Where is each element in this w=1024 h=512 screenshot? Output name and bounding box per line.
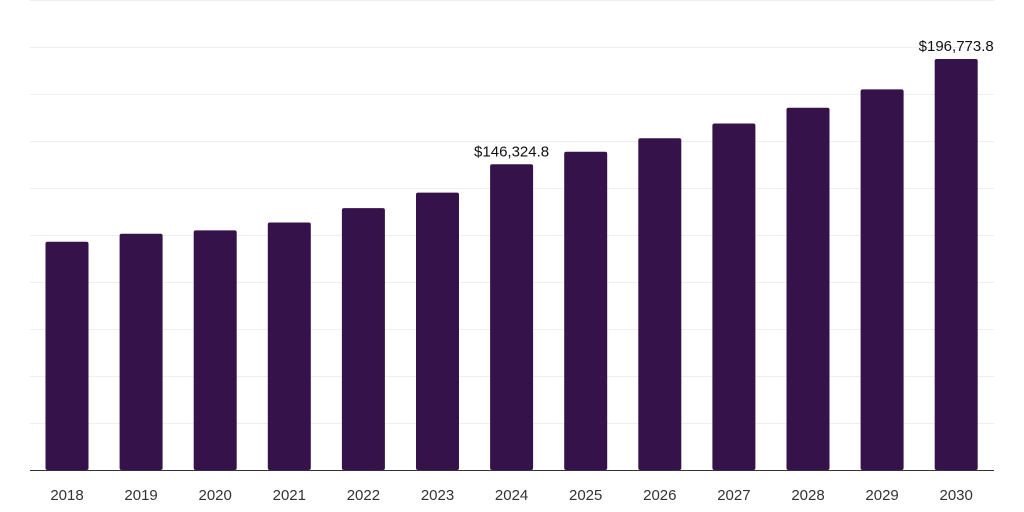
bar-2027 xyxy=(712,123,756,470)
bar-2021 xyxy=(267,222,311,470)
bar-2029 xyxy=(860,89,904,471)
x-tick-label-2021: 2021 xyxy=(273,487,306,504)
x-tick-label-2023: 2023 xyxy=(421,487,454,504)
bar-2025 xyxy=(564,151,608,470)
bar-2030 xyxy=(934,59,978,470)
bar-2018 xyxy=(45,241,89,470)
x-tick-label-2030: 2030 xyxy=(940,487,973,504)
bar-2020 xyxy=(193,230,237,470)
x-axis-ticks: 2018 2019 2020 2021 2022 2023 2024 2025 2026 2027… xyxy=(50,487,973,504)
x-tick-label-2022: 2022 xyxy=(347,487,380,504)
x-tick-label-2028: 2028 xyxy=(791,487,824,504)
bar-2022 xyxy=(341,208,385,470)
bars xyxy=(45,59,978,471)
bar-2028 xyxy=(786,107,830,471)
x-tick-label-2018: 2018 xyxy=(50,487,83,504)
x-tick-label-2027: 2027 xyxy=(717,487,750,504)
data-label-2030: $196,773.8 xyxy=(919,38,994,55)
bar-2019 xyxy=(119,233,163,470)
data-label-2024: $146,324.8 xyxy=(474,143,549,160)
x-tick-label-2025: 2025 xyxy=(569,487,602,504)
data-labels: $146,324.8 $196,773.8 xyxy=(474,38,994,160)
x-tick-label-2029: 2029 xyxy=(865,487,898,504)
x-tick-label-2019: 2019 xyxy=(124,487,157,504)
bar-2024 xyxy=(490,164,534,471)
bar-2026 xyxy=(638,138,682,471)
bar-2023 xyxy=(416,192,459,470)
x-tick-label-2024: 2024 xyxy=(495,487,528,504)
x-tick-label-2026: 2026 xyxy=(643,487,676,504)
x-tick-label-2020: 2020 xyxy=(199,487,232,504)
